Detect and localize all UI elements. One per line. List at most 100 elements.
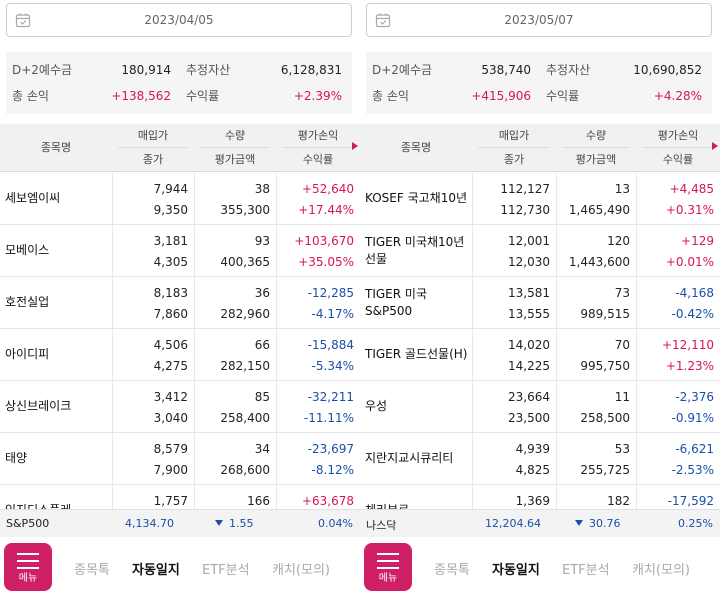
buy-price: 3,412: [153, 390, 188, 404]
calendar-icon[interactable]: [375, 12, 391, 28]
table-row[interactable]: 우성 23,664 23,500 11 258,500 -2,376 -0.91%: [360, 381, 720, 433]
column-divider: [636, 485, 637, 509]
col-quantity[interactable]: 수량: [562, 124, 630, 148]
return-rate: +1.23%: [665, 359, 714, 373]
column-divider: [472, 173, 473, 224]
table-row[interactable]: 체리부로 1,369 182 -17,592: [360, 485, 720, 509]
nav-tab-1[interactable]: 자동일지: [132, 563, 180, 578]
table-row[interactable]: TIGER 미국채10년선물 12,001 12,030 120 1,443,600 +1…: [360, 225, 720, 277]
market-index-bar: 나스닥 12,204.64 30.76 0.25%: [360, 509, 720, 537]
eval-pl: -32,211: [307, 390, 354, 404]
down-arrow-icon: [215, 520, 223, 526]
stock-name[interactable]: TIGER 미국S&P500: [365, 286, 427, 318]
nav-tab-0[interactable]: 종목톡: [434, 563, 470, 578]
col-eval-pl[interactable]: 평가손익: [642, 124, 714, 148]
eval-pl: +52,640: [301, 182, 354, 196]
column-divider: [556, 485, 557, 509]
total-pl-value: +415,906: [471, 89, 531, 103]
eval-amount: 282,960: [220, 307, 270, 321]
stock-name[interactable]: 호전실업: [5, 295, 50, 309]
column-divider: [112, 173, 113, 224]
nav-tab-3[interactable]: 캐치(모의): [632, 563, 690, 578]
table-row[interactable]: TIGER 미국S&P500 13,581 13,555 73 989,515 -4,16…: [360, 277, 720, 329]
table-row[interactable]: 호전실업 8,183 7,860 36 282,960 -12,285 -4.17%: [0, 277, 360, 329]
menu-button[interactable]: 메뉴: [364, 543, 412, 591]
scroll-right-arrow-icon[interactable]: [712, 142, 718, 150]
table-row[interactable]: TIGER 골드선물(H) 14,020 14,225 70 995,750 +12,11…: [360, 329, 720, 381]
eval-amount: 282,150: [220, 359, 270, 373]
calendar-icon[interactable]: [15, 12, 31, 28]
eval-amount: 995,750: [580, 359, 630, 373]
holdings-list[interactable]: 세보엠이씨 7,944 9,350 38 355,300 +52,640 +17.44% 모베…: [0, 173, 360, 509]
nav-tab-1[interactable]: 자동일지: [492, 563, 540, 578]
col-buy-price[interactable]: 매입가: [118, 124, 188, 148]
col-quantity[interactable]: 수량: [200, 124, 270, 148]
column-divider: [472, 225, 473, 276]
stock-name[interactable]: 아이디피: [5, 347, 50, 361]
column-divider: [194, 173, 195, 224]
buy-price: 1,757: [153, 494, 188, 508]
deposit-value: 180,914: [121, 63, 171, 77]
scroll-right-arrow-icon[interactable]: [352, 142, 358, 150]
table-row[interactable]: 지란지교시큐리티 4,939 4,825 53 255,725 -6,621 -2.53%: [360, 433, 720, 485]
buy-price: 4,939: [515, 442, 550, 456]
col-eval-amount[interactable]: 평가금액: [575, 153, 617, 166]
menu-label: 메뉴: [18, 573, 38, 584]
quantity: 70: [614, 338, 630, 352]
table-row[interactable]: KOSEF 국고채10년 112,127 112,730 13 1,465,490 +4,…: [360, 173, 720, 225]
account-summary: D+2예수금 538,740 추정자산 10,690,852 총 손익 +415,906 수…: [366, 52, 712, 114]
table-row[interactable]: 상신브레이크 3,412 3,040 85 258,400 -32,211 -11.11%: [0, 381, 360, 433]
table-row[interactable]: 인지디스플레 1,757 166 +63,678: [0, 485, 360, 509]
date-picker[interactable]: 2023/04/05: [6, 3, 352, 37]
col-return-rate[interactable]: 수익률: [302, 153, 334, 166]
stock-name[interactable]: KOSEF 국고채10년: [365, 191, 468, 205]
column-divider: [556, 173, 557, 224]
nav-tab-3[interactable]: 캐치(모의): [272, 563, 330, 578]
table-row[interactable]: 아이디피 4,506 4,275 66 282,150 -15,884 -5.34%: [0, 329, 360, 381]
holdings-list[interactable]: KOSEF 국고채10년 112,127 112,730 13 1,465,490 +4,…: [360, 173, 720, 509]
bottom-navigation: 메뉴 종목톡 자동일지 ETF분석 캐치(모의): [360, 537, 720, 598]
close-price: 7,860: [153, 307, 188, 321]
nav-tab-2[interactable]: ETF분석: [202, 563, 250, 578]
eval-amount: 989,515: [580, 307, 630, 321]
buy-price: 112,127: [500, 182, 550, 196]
stock-name[interactable]: 태양: [5, 451, 28, 465]
column-divider: [472, 329, 473, 380]
col-eval-amount[interactable]: 평가금액: [214, 153, 256, 166]
return-rate: +17.44%: [298, 203, 354, 217]
nav-tab-0[interactable]: 종목톡: [74, 563, 110, 578]
stock-name[interactable]: 체리부로: [365, 485, 469, 509]
column-divider: [556, 433, 557, 484]
stock-name[interactable]: 세보엠이씨: [5, 191, 61, 205]
eval-pl: -15,884: [307, 338, 354, 352]
col-eval-pl[interactable]: 평가손익: [282, 124, 354, 148]
quantity: 73: [614, 286, 630, 300]
buy-price: 23,664: [508, 390, 550, 404]
col-buy-price[interactable]: 매입가: [478, 124, 550, 148]
date-picker[interactable]: 2023/05/07: [366, 3, 712, 37]
index-value: 4,134.70: [125, 517, 174, 530]
table-row[interactable]: 세보엠이씨 7,944 9,350 38 355,300 +52,640 +17.44%: [0, 173, 360, 225]
total-pl-label: 총 손익: [372, 89, 409, 103]
stock-name[interactable]: 지란지교시큐리티: [365, 451, 454, 465]
stock-name[interactable]: TIGER 골드선물(H): [365, 347, 468, 361]
col-close-price[interactable]: 종가: [142, 153, 164, 166]
menu-button[interactable]: 메뉴: [4, 543, 52, 591]
stock-name[interactable]: 인지디스플레: [5, 485, 109, 509]
table-row[interactable]: 태양 8,579 7,900 34 268,600 -23,697 -8.12%: [0, 433, 360, 485]
stock-name[interactable]: 모베이스: [5, 243, 50, 257]
close-price: 9,350: [153, 203, 188, 217]
col-close-price[interactable]: 종가: [503, 153, 525, 166]
eval-pl: +4,485: [669, 182, 714, 196]
eval-amount: 1,465,490: [568, 203, 630, 217]
stock-name[interactable]: 상신브레이크: [5, 399, 72, 413]
return-rate: -5.34%: [311, 359, 354, 373]
stock-name[interactable]: TIGER 미국채10년선물: [365, 234, 465, 266]
table-row[interactable]: 모베이스 3,181 4,305 93 400,365 +103,670 +35.05%: [0, 225, 360, 277]
index-change-value: 30.76: [589, 517, 621, 530]
stock-name[interactable]: 우성: [365, 399, 388, 413]
eval-amount: 355,300: [220, 203, 270, 217]
col-return-rate[interactable]: 수익률: [662, 153, 694, 166]
column-divider: [276, 173, 277, 224]
nav-tab-2[interactable]: ETF분석: [562, 563, 610, 578]
